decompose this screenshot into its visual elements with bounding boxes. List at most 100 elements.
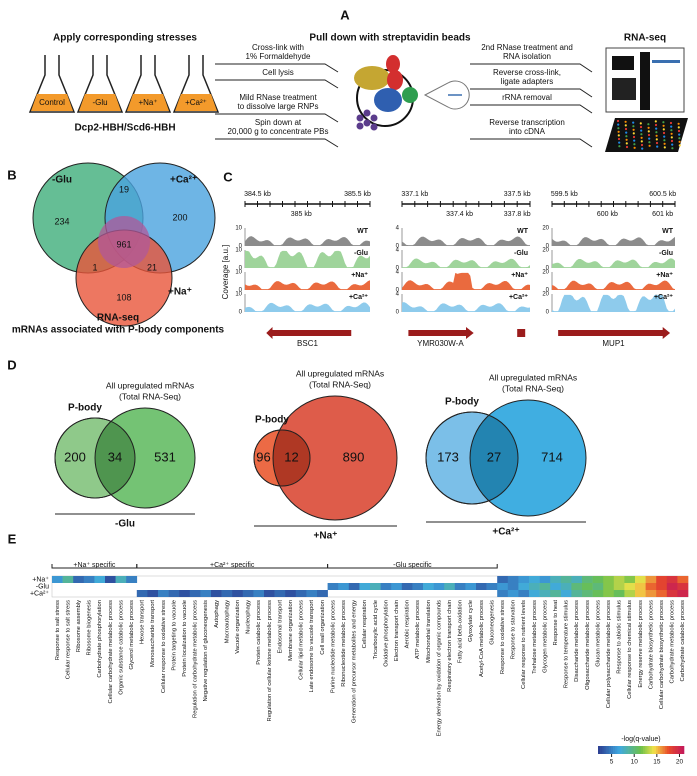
coverage [245,302,370,312]
coord-label: 600.5 kb [649,191,676,198]
heat-cell [126,576,138,583]
flask-label: Control [39,98,65,107]
step-text: Spin down at [255,118,302,127]
heat-cell [52,576,63,583]
flowcell-dot [640,140,643,143]
term-label: Response to oxidative stress [500,600,506,674]
legend-title: -log(q-value) [621,736,660,743]
heat-cell [624,583,636,590]
heat-cell [666,590,678,597]
heat-cell [232,590,244,597]
set-label: All upregulated mRNAs [296,368,384,378]
flowcell-dot [617,130,620,133]
heat-cell [497,583,509,590]
heat-cell [677,590,689,597]
venn-left-outline [253,429,311,487]
heat-cell [497,576,509,583]
flowcell [605,118,688,152]
track-label: -Glu [354,250,368,257]
heat-cell [454,583,466,590]
term-label: Response to heat [553,600,559,646]
flowcell-dot [625,135,628,138]
term-label: Endosomal transport [277,600,283,654]
flowcell-dot [670,136,673,139]
track-tick: 0 [546,288,550,294]
step-text: Cross-link with [252,43,304,52]
heat-cell [83,576,95,583]
condition-label: -Glu [115,519,135,530]
flowcell-dot [640,133,643,136]
flowcell-dot [617,123,620,126]
flowcell-dot [662,131,666,135]
term-label: Carbohydrate biosynthetic process [648,600,654,689]
venn-right [469,399,587,517]
colorbar-step [632,746,635,754]
flowcell-dot [625,138,628,141]
heat-cell [94,576,106,583]
colorbar-step [647,746,650,754]
venn-left-outline [54,417,136,499]
flowcell-dot [632,121,635,124]
row-label: +Ca²⁺ [30,590,49,597]
heat-cell [189,590,201,597]
sequencer [605,47,685,113]
term-label: Vacuole organization [235,600,241,654]
heat-cell [211,590,222,597]
term-label: Response to starvation [511,600,517,659]
heat-cell [179,590,191,597]
heat-cell [62,576,74,583]
heat-cell [645,590,657,597]
flowcell-dot [671,147,674,150]
venn-count: 1 [92,262,97,272]
heat-cell [73,576,85,583]
group-label: +Ca²⁺ specific [210,562,255,569]
set-label: +Ca²⁺ [170,175,197,186]
term-label: Cellular response to nutrient levels [521,600,527,689]
flowcell-dot [625,145,629,149]
flowcell-dot [678,144,681,147]
track-tick: 0 [239,288,243,294]
track-tick: 0 [546,266,550,272]
colorbar-step [645,746,648,754]
colorbar-step [621,746,625,754]
term-label: Response to abiotic stimulus [617,600,623,674]
colorbar-step [679,746,683,754]
flowcell-dot [633,146,636,149]
label: A [340,7,350,22]
flowcell-dot [640,136,643,139]
term-label: Glycerol metabolic process [129,600,135,670]
flowcell-dot [655,131,658,134]
term-label: Cellular carbohydrate biosynthetic proce… [659,600,665,709]
coord-label: 337.4 kb [446,211,473,218]
flowcell-dot [618,141,621,144]
flowcell-dot [648,141,651,144]
term-label: Cellular response to salt stress [65,600,71,679]
flowcell-dot [632,128,635,131]
coord-label: 385.5 kb [344,191,371,198]
flowcell-dot [633,143,636,146]
label: D [7,357,16,372]
heat-cell [645,576,657,583]
term-label: Nucleophagy [246,600,252,634]
track-tick: 4 [396,270,400,276]
term-label: Generation of precursor metabolites and … [352,600,358,723]
colorbar-step [615,746,618,754]
colorbar-step [673,746,676,754]
venn-count: 961 [116,239,131,249]
heat-cell [539,583,551,590]
step-arrow [470,138,593,148]
term-label: Electron transport chain [394,600,400,661]
heat-cell [677,583,689,590]
track-label: +Na⁺ [351,272,368,279]
flask-liquid [31,94,73,111]
term-label: Aerobic respiration [405,600,411,648]
heat-cell [560,583,572,590]
term-label: Respiratory electron transport chain [447,600,453,692]
term-label: Oxidative phosphorylation [383,600,389,667]
label: mRNAs associated with P-body components [12,325,225,336]
term-label: Ribosome biogenesis [87,600,93,656]
flowcell-dot [655,134,658,137]
flowcell-dot [632,132,635,135]
flowcell-dot [671,143,674,146]
